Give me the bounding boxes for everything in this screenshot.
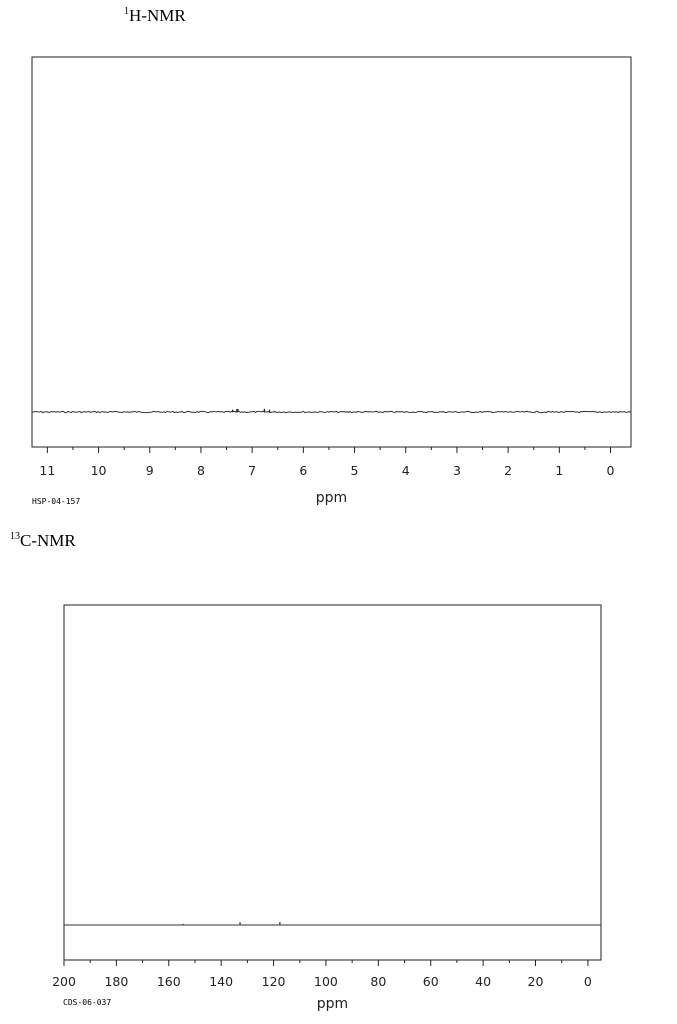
x-tick-label: 10	[91, 463, 107, 478]
h-nmr-title-text: H-NMR	[129, 6, 186, 25]
plot-frame	[31, 56, 632, 448]
h-nmr-title: 1H-NMR	[124, 6, 186, 26]
c-nmr-title-text: C-NMR	[20, 531, 76, 550]
spectrum-baseline	[31, 410, 631, 414]
x-tick-label: 80	[370, 974, 386, 989]
x-tick-label: 160	[157, 974, 181, 989]
x-tick-label: 120	[262, 974, 286, 989]
x-tick-label: 1	[555, 463, 563, 478]
x-tick-label: 6	[299, 463, 307, 478]
x-tick-label: 5	[351, 463, 359, 478]
x-tick-label: 11	[39, 463, 55, 478]
c-nmr-title: 13C-NMR	[10, 531, 76, 551]
x-tick-label: 100	[314, 974, 338, 989]
plot-frame	[63, 604, 602, 961]
x-tick-label: 180	[104, 974, 128, 989]
x-tick-label: 200	[52, 974, 76, 989]
x-tick-label: 40	[475, 974, 491, 989]
x-axis-label: ppm	[317, 996, 348, 1012]
x-tick-label: 3	[453, 463, 461, 478]
x-tick-label: 60	[423, 974, 439, 989]
x-tick-label: 0	[607, 463, 615, 478]
x-axis-label: ppm	[316, 490, 347, 506]
h-nmr-sample-code: HSP-04-157	[32, 497, 81, 506]
x-tick-label: 4	[402, 463, 410, 478]
x-tick-label: 20	[528, 974, 544, 989]
c-nmr-title-superscript: 13	[10, 531, 20, 542]
h-nmr-title-superscript: 1	[124, 6, 129, 17]
x-tick-label: 140	[209, 974, 233, 989]
x-tick-label: 7	[248, 463, 256, 478]
x-tick-label: 0	[584, 974, 592, 989]
x-tick-label: 2	[504, 463, 512, 478]
c-nmr-sample-code: CDS-06-037	[63, 998, 112, 1007]
x-tick-label: 9	[146, 463, 154, 478]
x-tick-label: 8	[197, 463, 205, 478]
